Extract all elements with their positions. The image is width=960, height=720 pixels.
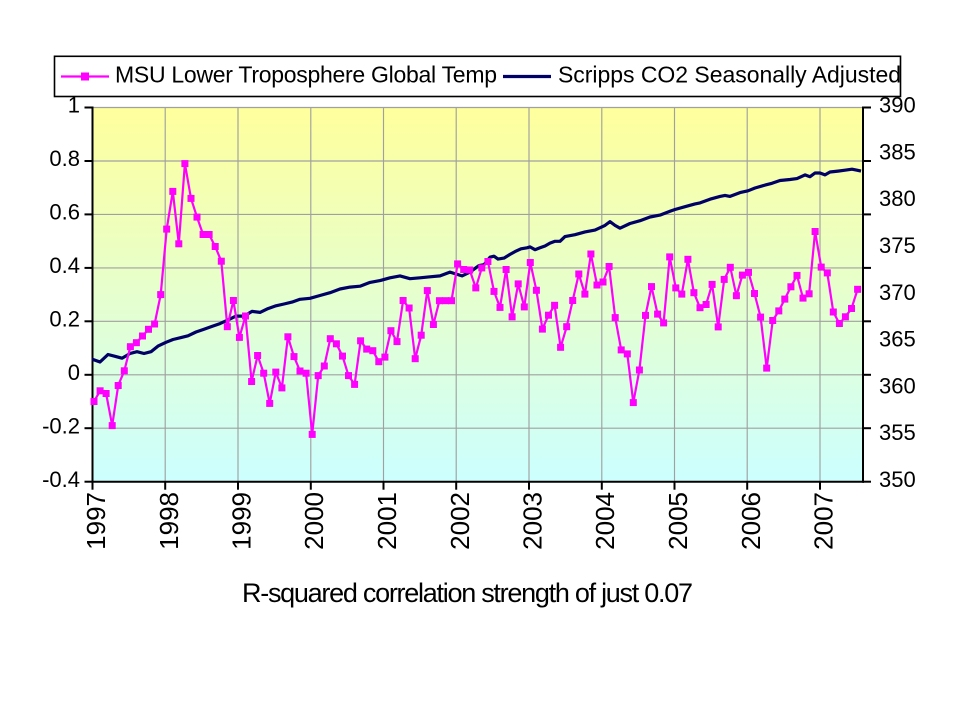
- svg-text:0.4: 0.4: [49, 253, 80, 278]
- svg-text:-0.2: -0.2: [42, 413, 80, 438]
- svg-text:2001: 2001: [372, 492, 402, 550]
- svg-text:0.8: 0.8: [49, 146, 80, 171]
- svg-text:0.6: 0.6: [49, 200, 80, 225]
- svg-text:-0.4: -0.4: [42, 467, 80, 492]
- svg-text:2000: 2000: [299, 492, 329, 550]
- svg-text:360: 360: [879, 373, 916, 398]
- svg-text:2007: 2007: [809, 492, 839, 550]
- svg-text:0: 0: [68, 360, 80, 385]
- svg-text:1998: 1998: [154, 492, 184, 550]
- svg-text:2004: 2004: [590, 492, 620, 550]
- svg-text:2005: 2005: [663, 492, 693, 550]
- svg-text:375: 375: [879, 233, 916, 258]
- svg-text:355: 355: [879, 420, 916, 445]
- svg-text:R-squared correlation strength: R-squared correlation strength of just 0…: [242, 578, 693, 608]
- svg-text:Scripps CO2 Seasonally Adjuste: Scripps CO2 Seasonally Adjusted: [558, 62, 901, 88]
- svg-text:1997: 1997: [81, 492, 111, 550]
- svg-text:380: 380: [879, 186, 916, 211]
- svg-text:350: 350: [879, 467, 916, 492]
- svg-text:2006: 2006: [736, 492, 766, 550]
- svg-text:0.2: 0.2: [49, 307, 80, 332]
- svg-text:365: 365: [879, 327, 916, 352]
- svg-text:1999: 1999: [227, 492, 257, 550]
- svg-text:MSU Lower Troposphere Global T: MSU Lower Troposphere Global Temp: [115, 62, 497, 88]
- svg-text:385: 385: [879, 140, 916, 165]
- svg-text:2003: 2003: [518, 492, 548, 550]
- svg-text:370: 370: [879, 280, 916, 305]
- svg-text:2002: 2002: [445, 492, 475, 550]
- svg-text:1: 1: [68, 93, 80, 118]
